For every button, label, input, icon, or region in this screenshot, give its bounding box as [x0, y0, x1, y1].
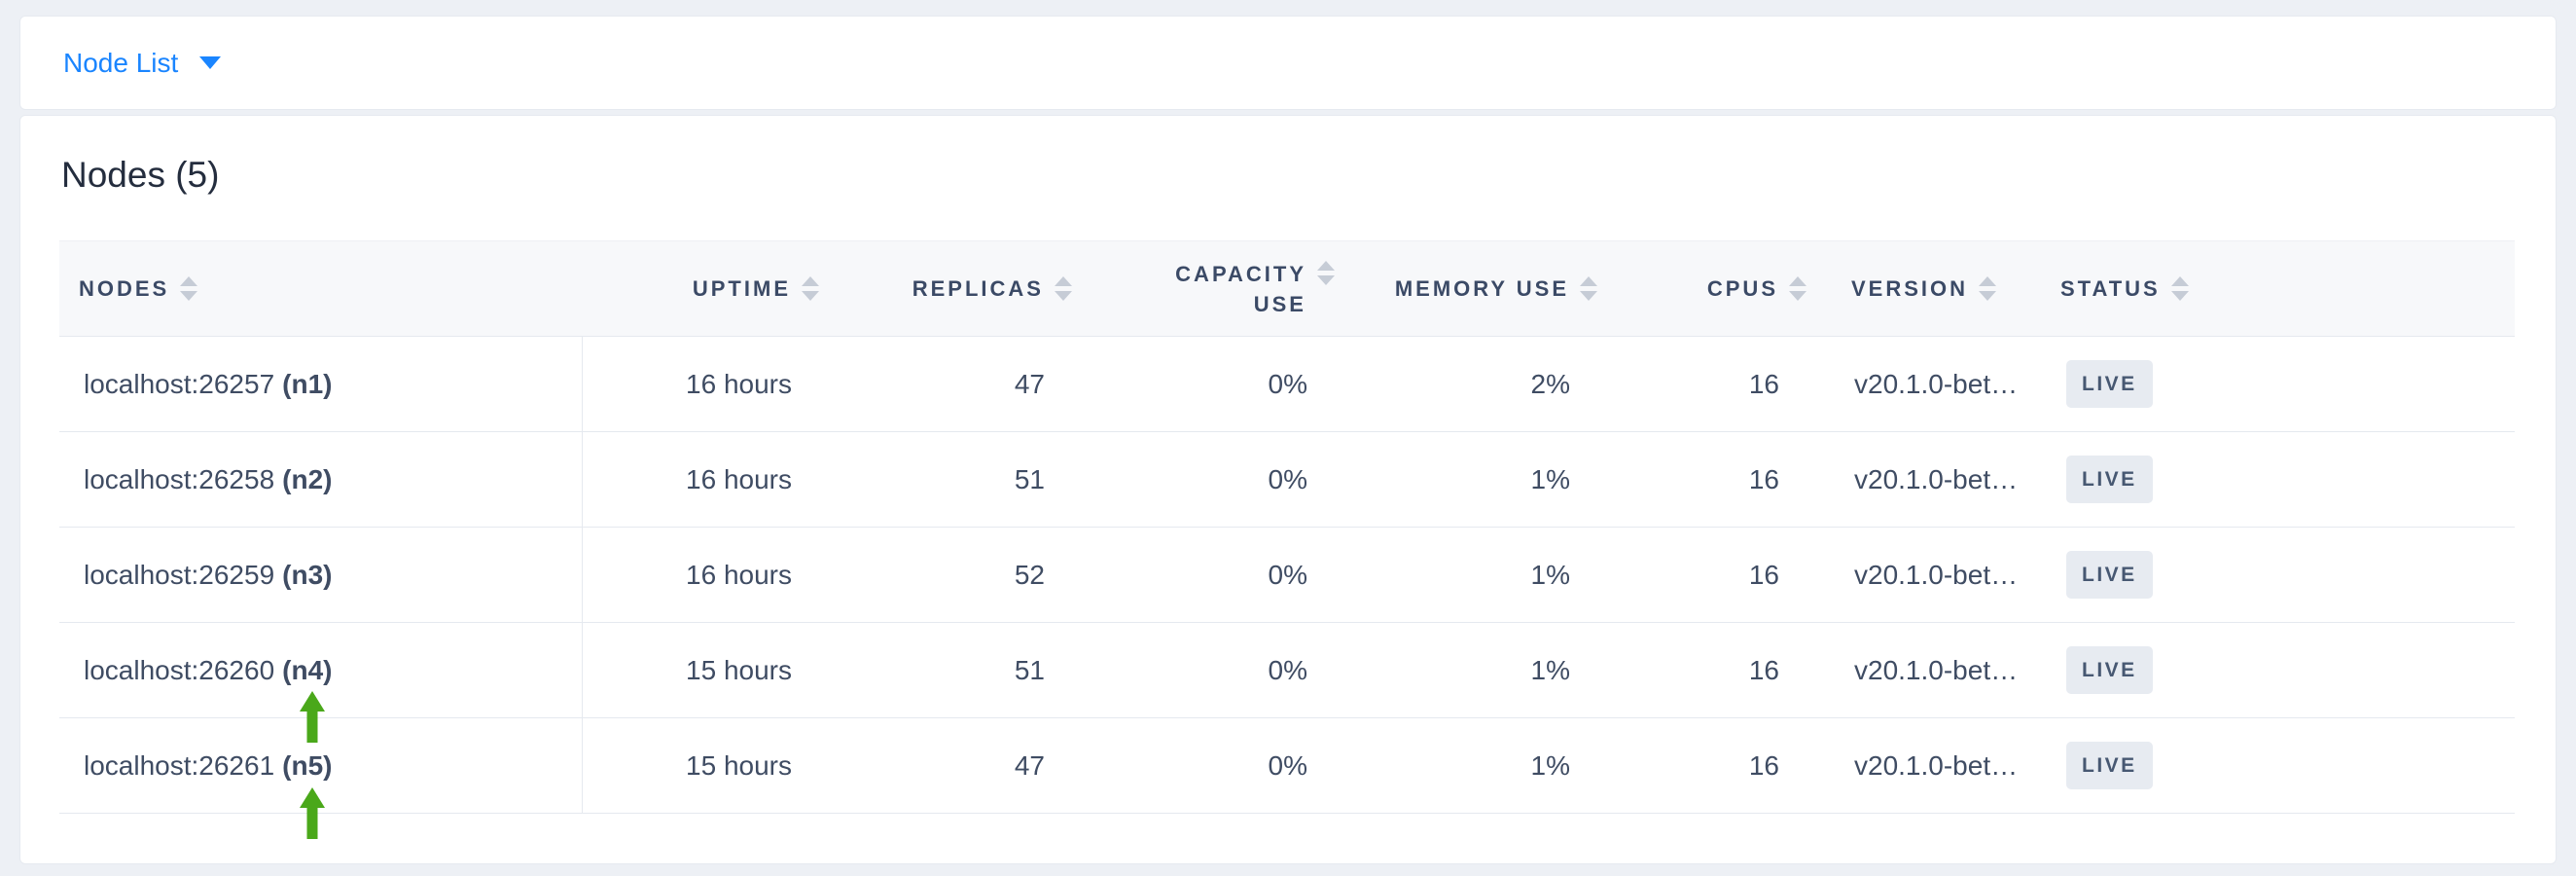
capacity-use-cell: 0%	[1078, 527, 1341, 623]
nodes-table-wrap: NODES UPTIME REPLICAS	[59, 240, 2515, 839]
status-cell: LIVE	[2021, 431, 2515, 528]
capacity-use-cell: 0%	[1078, 336, 1341, 432]
sort-icon	[1580, 276, 1597, 301]
column-header-uptime[interactable]: UPTIME	[582, 240, 825, 337]
nodes-table: NODES UPTIME REPLICAS	[59, 240, 2515, 814]
status-badge: LIVE	[2066, 456, 2153, 503]
uptime-cell: 15 hours	[582, 717, 825, 814]
memory-use-cell: 1%	[1341, 431, 1603, 528]
cpus-cell: 16	[1603, 622, 1812, 718]
version-cell: v20.1.0-bet…	[1812, 717, 2021, 814]
sort-icon	[180, 276, 198, 301]
column-header-replicas[interactable]: REPLICAS	[825, 240, 1078, 337]
status-badge: LIVE	[2066, 551, 2153, 599]
column-header-cpus[interactable]: CPUS	[1603, 240, 1812, 337]
status-cell: LIVE	[2021, 622, 2515, 718]
column-header-capacity-use[interactable]: CAPACITY USE	[1078, 240, 1341, 337]
node-name-cell[interactable]: localhost:26259 (n3)	[59, 527, 583, 623]
green-up-arrow-icon	[300, 787, 325, 839]
table-row: localhost:26259 (n3) 16 hours 52 0% 1% 16…	[59, 527, 2515, 623]
memory-use-cell: 1%	[1341, 527, 1603, 623]
replicas-cell: 47	[825, 336, 1078, 432]
green-up-arrow-icon	[300, 691, 325, 743]
capacity-use-cell: 0%	[1078, 431, 1341, 528]
uptime-cell: 16 hours	[582, 336, 825, 432]
capacity-use-cell: 0%	[1078, 622, 1341, 718]
version-cell: v20.1.0-bet…	[1812, 431, 2021, 528]
table-row: localhost:26257 (n1) 16 hours 47 0% 2% 16…	[59, 336, 2515, 432]
status-cell: LIVE	[2021, 527, 2515, 623]
column-header-status[interactable]: STATUS	[2021, 240, 2515, 337]
sort-icon	[1979, 276, 1997, 301]
table-header-row: NODES UPTIME REPLICAS	[59, 240, 2515, 337]
sort-icon	[1317, 260, 1335, 285]
table-row: localhost:26258 (n2) 16 hours 51 0% 1% 16…	[59, 431, 2515, 528]
node-name-cell[interactable]: localhost:26261 (n5)	[59, 717, 583, 814]
replicas-cell: 52	[825, 527, 1078, 623]
replicas-cell: 51	[825, 622, 1078, 718]
node-name-cell[interactable]: localhost:26260 (n4)	[59, 622, 583, 718]
node-name-cell[interactable]: localhost:26257 (n1)	[59, 336, 583, 432]
memory-use-cell: 2%	[1341, 336, 1603, 432]
page-title: Nodes (5)	[61, 155, 220, 195]
replicas-cell: 47	[825, 717, 1078, 814]
chevron-down-icon	[199, 56, 222, 69]
version-cell: v20.1.0-bet…	[1812, 336, 2021, 432]
sort-icon	[1789, 276, 1807, 301]
status-badge: LIVE	[2066, 742, 2153, 789]
status-badge: LIVE	[2066, 646, 2153, 694]
node-list-dropdown[interactable]: Node List	[63, 17, 222, 109]
version-cell: v20.1.0-bet…	[1812, 622, 2021, 718]
capacity-use-cell: 0%	[1078, 717, 1341, 814]
uptime-cell: 16 hours	[582, 431, 825, 528]
cpus-cell: 16	[1603, 431, 1812, 528]
uptime-cell: 15 hours	[582, 622, 825, 718]
version-cell: v20.1.0-bet…	[1812, 527, 2021, 623]
uptime-cell: 16 hours	[582, 527, 825, 623]
replicas-cell: 51	[825, 431, 1078, 528]
status-cell: LIVE	[2021, 336, 2515, 432]
memory-use-cell: 1%	[1341, 622, 1603, 718]
sort-icon	[802, 276, 819, 301]
table-row: localhost:26260 (n4) 15 hours 51 0% 1% 16…	[59, 622, 2515, 718]
cpus-cell: 16	[1603, 527, 1812, 623]
status-badge: LIVE	[2066, 360, 2153, 408]
node-name-cell[interactable]: localhost:26258 (n2)	[59, 431, 583, 528]
column-header-nodes[interactable]: NODES	[59, 240, 582, 337]
column-header-memory-use[interactable]: MEMORY USE	[1341, 240, 1603, 337]
nodes-card: Nodes (5) NODES UPTIME	[19, 115, 2557, 864]
column-header-version[interactable]: VERSION	[1812, 240, 2021, 337]
status-cell: LIVE	[2021, 717, 2515, 814]
memory-use-cell: 1%	[1341, 717, 1603, 814]
cpus-cell: 16	[1603, 336, 1812, 432]
sort-icon	[1055, 276, 1072, 301]
view-switcher-bar: Node List	[19, 16, 2557, 110]
cpus-cell: 16	[1603, 717, 1812, 814]
sort-icon	[2170, 276, 2189, 301]
table-row: localhost:26261 (n5) 15 hours 47 0% 1% 16…	[59, 717, 2515, 814]
node-list-dropdown-label: Node List	[63, 47, 179, 78]
